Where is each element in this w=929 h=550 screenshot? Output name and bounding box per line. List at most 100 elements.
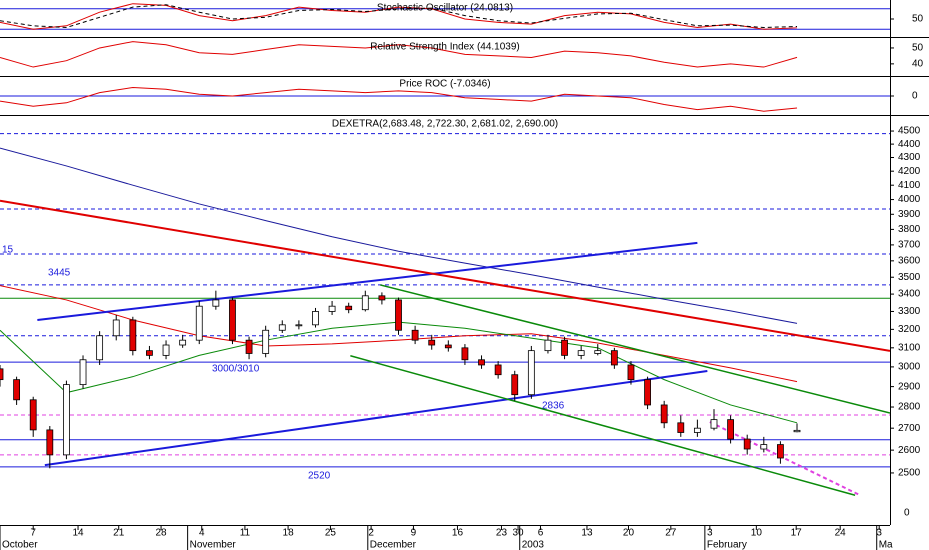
moving-average [0, 147, 798, 324]
candle-body [428, 339, 436, 346]
y-tick-label: 2600 [898, 445, 921, 456]
frame [0, 0, 929, 526]
x-tick-label: 6 [538, 528, 544, 539]
candle-body [129, 319, 137, 352]
annotation: 2520 [308, 471, 331, 482]
candle-body [710, 419, 718, 429]
candle-body [195, 305, 203, 341]
month-label: Ma [879, 540, 893, 550]
month-label: November [190, 540, 237, 550]
annotation: 0 [904, 508, 910, 519]
y-tick-label: 2500 [898, 468, 921, 479]
candle-body [727, 419, 734, 440]
candle-body [63, 384, 70, 456]
candle-body [760, 444, 768, 450]
candle-body [245, 339, 253, 354]
x-tick-label: 9 [411, 528, 417, 539]
x-tick-label: 18 [283, 528, 295, 539]
candle-body [511, 374, 519, 396]
x-tick-label: 13 [581, 528, 593, 539]
trendline [0, 199, 891, 352]
month-label: October [2, 540, 38, 550]
candle-body [527, 350, 535, 396]
y-tick-label: 2900 [898, 381, 921, 392]
indicator-line [0, 41, 798, 68]
y-tick-label: 3400 [898, 289, 921, 300]
trendline [44, 369, 708, 467]
month-label: December [370, 540, 417, 550]
candle-body [146, 350, 153, 356]
candle-body [378, 295, 386, 301]
candle-body [13, 379, 21, 401]
indicator-line [0, 86, 798, 112]
x-tick-label: 21 [113, 528, 125, 539]
candle-body [278, 324, 286, 331]
y-tick-label: 4500 [898, 126, 921, 137]
annotation: 15 [2, 245, 14, 256]
panel-title: Stochastic Oscillator (24.0813) [377, 3, 513, 14]
x-tick-label: 27 [665, 528, 677, 539]
candle-body [212, 299, 220, 307]
candle-body [96, 335, 104, 361]
y-tick-label: 3300 [898, 306, 921, 317]
y-tick-label: 4300 [898, 152, 921, 163]
candle-body [79, 359, 87, 386]
candle-body [461, 347, 469, 361]
candle-body [262, 329, 270, 354]
x-tick-label: 17 [791, 528, 803, 539]
candle-body [677, 422, 685, 433]
x-tick-label: 25 [325, 528, 337, 539]
y-tick-label: 3200 [898, 324, 921, 335]
y-tick-label: 3600 [898, 255, 921, 266]
candle-body [793, 429, 801, 433]
candle-body [610, 350, 618, 366]
candle-body [411, 329, 419, 341]
x-tick-label: 23 [496, 528, 508, 539]
candle-body [693, 427, 701, 433]
panel-title: Price ROC (-7.0346) [399, 79, 490, 90]
annotation: 3000/3010 [212, 364, 260, 375]
y-tick-label: 3100 [898, 342, 921, 353]
y-tick-label: 3000 [898, 362, 921, 373]
x-tick-label: 7 [30, 528, 36, 539]
x-tick-label: 24 [835, 528, 847, 539]
candle-body [777, 444, 784, 459]
y-tick-label: 2800 [898, 402, 921, 413]
y-tick-label: 4000 [898, 194, 921, 205]
candle-body [46, 429, 54, 456]
x-tick-label: 20 [623, 528, 635, 539]
candle-body [328, 305, 336, 312]
trendline [350, 355, 856, 496]
annotation: 3445 [48, 268, 71, 279]
candle-body [577, 350, 585, 356]
candle-body [312, 311, 319, 326]
x-tick-label: 28 [156, 528, 168, 539]
y-tick-label: 4400 [898, 139, 921, 150]
candle-body [561, 339, 568, 356]
candle-body [544, 339, 552, 352]
candle-body [229, 299, 236, 341]
x-tick-label: 3 [876, 528, 882, 539]
x-tick-label: 16 [452, 528, 464, 539]
y-tick-label: 50 [912, 43, 924, 54]
candle-body [627, 364, 635, 381]
x-tick-label: 30 [512, 528, 524, 539]
y-tick-label: 40 [912, 59, 924, 70]
candle-body [594, 350, 602, 354]
candle-body [162, 344, 170, 356]
trendline [37, 241, 698, 321]
x-tick-label: 14 [72, 528, 84, 539]
candle-body [743, 438, 751, 450]
panel-title: DEXETRA(2,683.48, 2,722.30, 2,681.02, 2,… [332, 119, 558, 130]
candle-body [395, 299, 402, 331]
candle-body [112, 319, 120, 337]
candle-body [660, 404, 668, 424]
y-tick-label: 4100 [898, 180, 921, 191]
y-tick-label: 3500 [898, 272, 921, 283]
candle-body [179, 339, 187, 346]
trendline [380, 284, 891, 414]
y-tick-label: 50 [912, 14, 924, 25]
candle-body [444, 344, 452, 349]
